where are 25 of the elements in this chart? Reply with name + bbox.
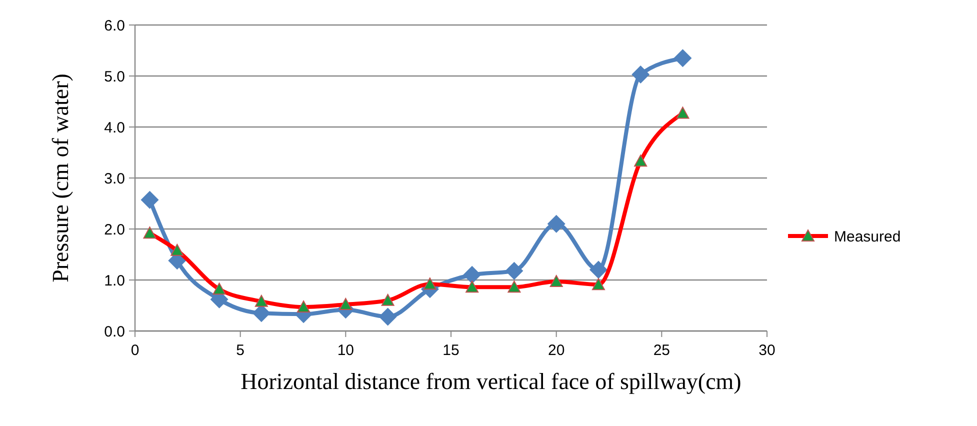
- y-tick-label: 6.0: [104, 17, 125, 34]
- x-tick-label: 5: [236, 342, 245, 359]
- x-axis-title: Horizontal distance from vertical face of spillway(cm): [240, 369, 742, 394]
- point: [589, 260, 608, 279]
- point: [378, 308, 397, 326]
- x-tick-label: 10: [337, 342, 354, 359]
- y-tick-label: 2.0: [104, 221, 125, 238]
- y-tick-label: 1.0: [104, 272, 125, 290]
- point: [547, 214, 566, 233]
- x-tick-label: 0: [130, 342, 140, 359]
- point: [505, 262, 524, 280]
- y-tick-label: 4.0: [104, 119, 125, 136]
- x-tick-label: 30: [758, 342, 776, 359]
- point: [632, 65, 650, 84]
- y-tick-label: 5.0: [104, 68, 125, 86]
- point: [463, 266, 482, 284]
- y-tick-label: 0.0: [104, 323, 125, 340]
- x-tick-label: 25: [653, 342, 670, 359]
- point: [674, 49, 692, 68]
- legend-label: Measured: [834, 228, 901, 246]
- point: [140, 190, 159, 209]
- y-tick-label: 3.0: [104, 170, 125, 188]
- x-tick-label: 15: [442, 342, 460, 359]
- y-axis-title: Pressure (cm of water): [48, 74, 73, 282]
- x-tick-label: 20: [548, 342, 565, 359]
